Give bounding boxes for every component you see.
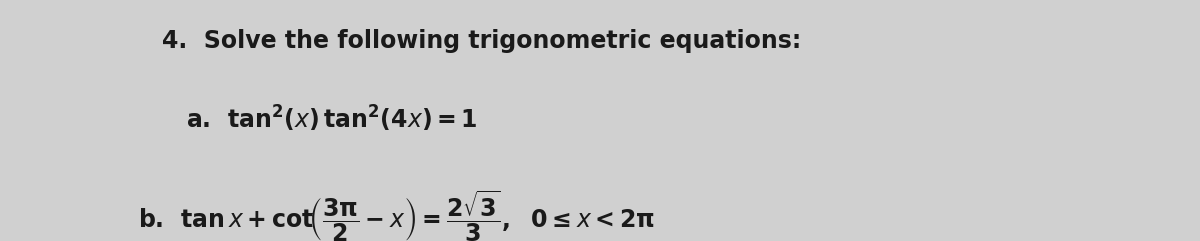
Text: b.  $\mathbf{tan\,\mathit{x} + cot\!\left(\dfrac{3\pi}{2} - \mathit{x}\right) = : b. $\mathbf{tan\,\mathit{x} + cot\!\left… [138,188,655,241]
Text: a.  $\mathbf{tan^{2}(\mathit{x})\,tan^{2}(4\mathit{x}) = 1}$: a. $\mathbf{tan^{2}(\mathit{x})\,tan^{2}… [186,104,478,134]
Text: 4.  Solve the following trigonometric equations:: 4. Solve the following trigonometric equ… [162,29,802,53]
